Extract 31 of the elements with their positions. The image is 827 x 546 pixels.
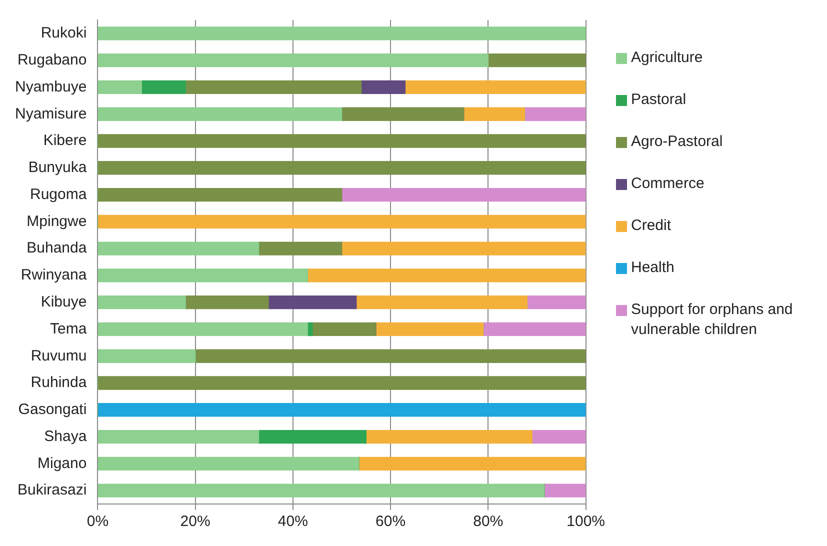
legend-label: Support for orphans and vulnerable children xyxy=(631,300,794,340)
x-tick-label: 0% xyxy=(86,513,109,530)
x-tick-label: 40% xyxy=(278,513,308,530)
x-tick-label: 80% xyxy=(473,513,504,530)
y-tick-label: Tema xyxy=(50,320,88,338)
y-tick-label: Ruhinda xyxy=(30,374,88,392)
y-tick-label: Bukirasazi xyxy=(17,482,87,499)
y-tick-label: Nyamisure xyxy=(15,105,87,122)
y-tick-label: Rukoki xyxy=(40,24,87,42)
x-tick-label: 20% xyxy=(180,513,210,530)
legend-label: Agriculture xyxy=(631,48,703,68)
y-tick-label: Rwinyana xyxy=(20,266,88,284)
legend-label: Pastoral xyxy=(631,90,686,110)
legend-label: Agro-Pastoral xyxy=(631,132,723,152)
legend-label: Commerce xyxy=(631,174,704,194)
x-tick-label: 60% xyxy=(376,513,406,530)
y-tick-label: Buhanda xyxy=(26,240,88,257)
legend-label: Health xyxy=(631,258,674,278)
legend-label: Credit xyxy=(631,216,672,236)
y-tick-label: Rugoma xyxy=(30,186,88,203)
y-tick-label: Kibere xyxy=(43,132,87,150)
y-tick-label: Nyambuye xyxy=(14,78,87,96)
y-tick-label: Kibuye xyxy=(40,293,87,310)
y-tick-label: Shaya xyxy=(44,428,88,445)
y-tick-label: Migano xyxy=(37,454,87,472)
x-tick-label: 100% xyxy=(566,513,606,530)
y-tick-label: Mpingwe xyxy=(26,212,87,230)
y-tick-label: Bunyuka xyxy=(28,159,88,176)
y-tick-label: Ruvumu xyxy=(30,347,87,364)
y-tick-label: Gasongati xyxy=(18,401,87,418)
y-tick-label: Rugabano xyxy=(17,51,87,68)
